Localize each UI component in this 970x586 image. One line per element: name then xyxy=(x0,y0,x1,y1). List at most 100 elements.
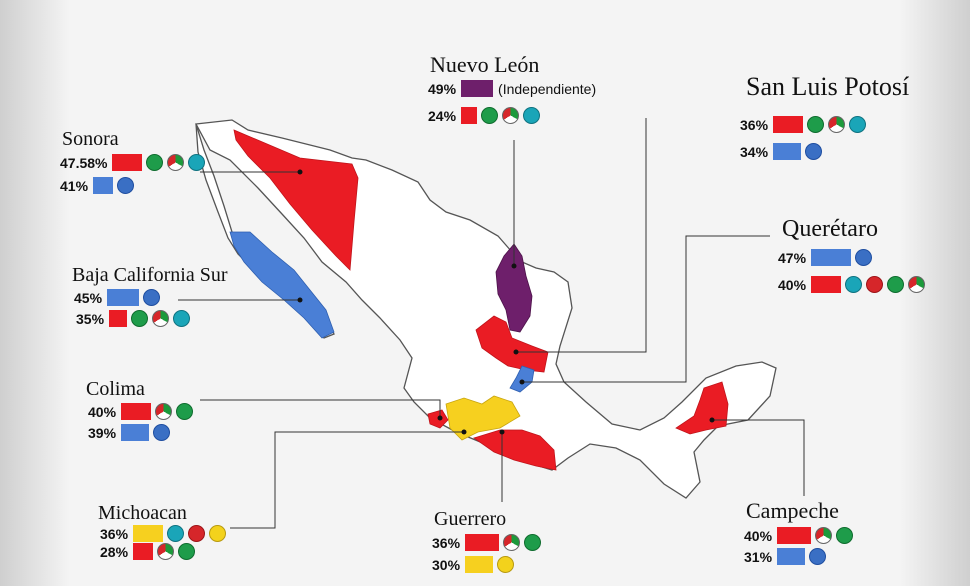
vote-percent: 47% xyxy=(778,249,807,266)
leader-slp xyxy=(516,118,647,353)
result-slp-1: 36% xyxy=(740,116,867,133)
party-color-bar xyxy=(107,289,140,306)
candidate-note: (Independiente) xyxy=(498,80,597,97)
pvem-logo-icon xyxy=(887,276,905,293)
state-name-san-luis-potosi: San Luis Potosí xyxy=(746,72,910,101)
state-nuevo-leon[interactable] xyxy=(495,243,533,333)
pna-logo-icon xyxy=(849,116,867,133)
party-color-bar xyxy=(777,548,806,565)
party-color-bar xyxy=(133,525,164,542)
state-name-queretaro: Querétaro xyxy=(782,216,878,242)
pna-logo-icon xyxy=(173,310,191,327)
vote-percent: 30% xyxy=(432,556,461,573)
result-nuevo-leon-1: 49% (Independiente) xyxy=(428,80,596,97)
pri-logo-icon xyxy=(157,543,175,560)
state-name-guerrero: Guerrero xyxy=(434,508,507,530)
dot-nuevo-leon xyxy=(511,263,517,269)
result-sonora-2: 41% xyxy=(60,177,135,194)
pt-logo-icon xyxy=(866,276,884,293)
party-color-bar xyxy=(121,424,150,441)
vote-percent: 40% xyxy=(744,527,773,544)
pvem-logo-icon xyxy=(836,527,854,544)
state-sonora[interactable] xyxy=(233,129,359,271)
party-color-bar xyxy=(109,310,128,327)
state-campeche[interactable] xyxy=(675,381,729,435)
vote-percent: 36% xyxy=(432,534,461,551)
pna-logo-icon xyxy=(167,525,185,542)
vote-percent: 49% xyxy=(428,80,457,97)
state-queretaro[interactable] xyxy=(509,365,535,393)
leader-michoacan xyxy=(230,431,464,529)
result-nuevo-leon-2: 24% xyxy=(428,107,541,124)
state-san-luis-potosi[interactable] xyxy=(475,315,549,373)
pvem-logo-icon xyxy=(807,116,825,133)
pan-logo-icon xyxy=(855,249,873,266)
pna-logo-icon xyxy=(188,154,206,171)
pvem-logo-icon xyxy=(176,403,194,420)
result-michoacan-1: 36% xyxy=(100,525,227,542)
result-guerrero-2: 30% xyxy=(432,556,515,573)
party-color-bar xyxy=(773,116,804,133)
state-name-michoacan: Michoacan xyxy=(98,502,187,524)
pri-logo-icon xyxy=(828,116,846,133)
state-michoacan[interactable] xyxy=(445,395,521,441)
state-guerrero[interactable] xyxy=(473,429,557,471)
party-color-bar xyxy=(465,556,494,573)
prd-logo-icon xyxy=(497,556,515,573)
vote-percent: 47.58% xyxy=(60,154,108,171)
party-color-bar xyxy=(811,249,852,266)
pna-logo-icon xyxy=(845,276,863,293)
vote-percent: 28% xyxy=(100,543,129,560)
pri-logo-icon xyxy=(167,154,185,171)
result-campeche-1: 40% xyxy=(744,527,854,544)
vote-percent: 39% xyxy=(88,424,117,441)
state-dots xyxy=(297,169,715,435)
pvem-logo-icon xyxy=(146,154,164,171)
vote-percent: 36% xyxy=(100,525,129,542)
pri-logo-icon xyxy=(503,534,521,551)
dot-michoacan xyxy=(461,429,467,435)
party-color-bar xyxy=(777,527,812,544)
party-color-bar xyxy=(773,143,802,160)
dot-queretaro xyxy=(519,379,525,385)
state-baja-california-sur[interactable] xyxy=(229,231,335,339)
dot-slp xyxy=(513,349,519,355)
result-bcs-1: 45% xyxy=(74,289,161,306)
dot-colima xyxy=(437,415,443,421)
pan-logo-icon xyxy=(143,289,161,306)
pri-logo-icon xyxy=(908,276,926,293)
vote-percent: 36% xyxy=(740,116,769,133)
party-color-bar xyxy=(93,177,114,194)
vote-percent: 35% xyxy=(76,310,105,327)
pri-logo-icon xyxy=(152,310,170,327)
vote-percent: 40% xyxy=(88,403,117,420)
party-color-bar xyxy=(461,107,478,124)
vote-percent: 41% xyxy=(60,177,89,194)
leader-queretaro xyxy=(522,235,770,383)
party-color-bar xyxy=(811,276,842,293)
result-slp-2: 34% xyxy=(740,143,823,160)
leader-lines xyxy=(178,118,805,529)
result-colima-1: 40% xyxy=(88,403,194,420)
result-sonora-1: 47.58% xyxy=(60,154,206,171)
dot-guerrero xyxy=(499,429,505,435)
state-name-sonora: Sonora xyxy=(62,128,119,150)
result-guerrero-1: 36% xyxy=(432,534,542,551)
result-campeche-2: 31% xyxy=(744,548,827,565)
party-color-bar xyxy=(133,543,154,560)
state-name-campeche: Campeche xyxy=(746,498,839,523)
vote-percent: 34% xyxy=(740,143,769,160)
leader-campeche xyxy=(712,419,805,496)
dot-campeche xyxy=(709,417,715,423)
vote-percent: 40% xyxy=(778,276,807,293)
pan-logo-icon xyxy=(153,424,171,441)
result-michoacan-2: 28% xyxy=(100,543,196,560)
vote-percent: 31% xyxy=(744,548,773,565)
vote-percent: 45% xyxy=(74,289,103,306)
party-color-bar xyxy=(121,403,152,420)
party-color-bar xyxy=(465,534,500,551)
pri-logo-icon xyxy=(502,107,520,124)
state-name-baja-california-sur: Baja California Sur xyxy=(72,264,228,286)
pan-logo-icon xyxy=(805,143,823,160)
